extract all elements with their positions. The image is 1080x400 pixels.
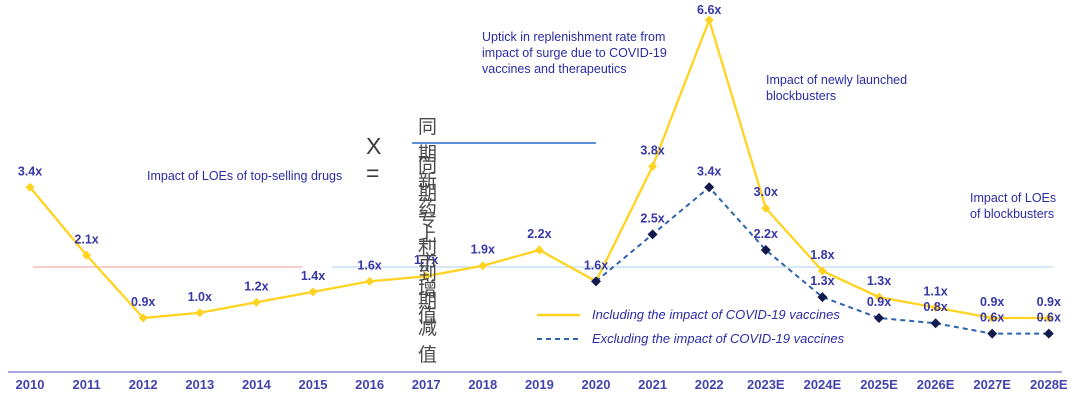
data-point-label: 3.4x (18, 164, 42, 178)
data-point-marker (82, 250, 92, 260)
data-point-marker (760, 245, 771, 256)
data-point-label: 1.0x (188, 290, 212, 304)
x-axis-tick-label: 2019 (525, 377, 554, 392)
data-point-marker (761, 203, 771, 213)
data-point-marker (365, 276, 375, 286)
data-point-marker (987, 313, 997, 323)
legend-label-including: Including the impact of COVID-19 vaccine… (592, 307, 840, 322)
x-axis-tick-label: 2024E (804, 377, 842, 392)
data-point-label: 2.1x (74, 232, 98, 246)
data-point-marker (987, 328, 998, 339)
formula-lhs: X = (366, 133, 382, 186)
data-point-label: 1.1x (923, 285, 947, 299)
data-point-label: 0.6x (980, 311, 1004, 325)
data-point-marker (817, 292, 828, 303)
data-point-marker (931, 303, 941, 313)
data-point-label: 0.9x (867, 295, 891, 309)
data-point-label: 0.9x (1037, 295, 1061, 309)
x-axis-tick-label: 2014 (242, 377, 272, 392)
x-axis-tick-label: 2013 (185, 377, 214, 392)
data-point-label: 0.9x (131, 295, 155, 309)
data-point-marker (647, 229, 658, 240)
formula-denominator: 同期专利到期减值 (418, 156, 439, 366)
data-point-marker (25, 182, 35, 192)
data-point-marker (704, 182, 715, 193)
data-point-label: 1.8x (810, 248, 834, 262)
data-point-marker (817, 266, 827, 276)
data-point-marker (251, 297, 261, 307)
x-axis-tick-label: 2018 (468, 377, 497, 392)
data-point-label: 1.7x (414, 253, 438, 267)
data-point-marker (1043, 328, 1054, 339)
data-point-marker (704, 15, 714, 25)
data-point-label: 0.9x (980, 295, 1004, 309)
x-axis-tick-label: 2011 (72, 377, 100, 392)
data-point-label: 3.4x (697, 164, 721, 178)
data-point-marker (930, 318, 941, 329)
data-point-label: 1.6x (357, 258, 381, 272)
x-axis-tick-label: 2023E (747, 377, 785, 392)
data-point-marker (874, 292, 884, 302)
x-axis-tick-label: 2025E (860, 377, 898, 392)
data-point-marker (534, 245, 544, 255)
x-axis-tick-label: 2026E (917, 377, 955, 392)
x-axis-tick-label: 2010 (16, 377, 45, 392)
data-point-label: 2.5x (640, 211, 664, 225)
data-point-label: 1.3x (810, 274, 834, 288)
x-axis-tick-label: 2028E (1030, 377, 1068, 392)
series-line-excluding (595, 185, 1049, 335)
x-axis-tick-label: 2022 (695, 377, 724, 392)
data-point-marker (195, 308, 205, 318)
data-point-label: 1.4x (301, 269, 325, 283)
data-point-label: 0.6x (1037, 311, 1061, 325)
formula-fraction-line (412, 142, 596, 144)
data-point-label: 0.8x (923, 300, 947, 314)
annotation-newly-launched-blockbusters: Impact of newly launched blockbusters (766, 73, 908, 103)
data-point-label: 3.0x (754, 185, 778, 199)
x-axis-tick-label: 2017 (412, 377, 441, 392)
x-axis-tick-label: 2020 (582, 377, 611, 392)
x-axis-tick-label: 2027E (973, 377, 1011, 392)
x-axis-tick-label: 2021 (638, 377, 667, 392)
x-axis-tick-label: 2012 (129, 377, 158, 392)
x-axis-tick-label: 2016 (355, 377, 384, 392)
data-point-label: 2.2x (754, 227, 778, 241)
data-point-marker (478, 261, 488, 271)
data-point-marker (421, 271, 431, 281)
data-point-label: 2.2x (527, 227, 551, 241)
data-point-label: 6.6x (697, 3, 721, 17)
data-point-marker (874, 312, 884, 323)
data-point-marker (1044, 313, 1054, 323)
data-point-label: 3.8x (640, 143, 664, 157)
annotation-uptick-replenishment: Uptick in replenishment rate from impact… (482, 30, 667, 76)
annotation-loe-top-selling-drugs: Impact of LOEs of top-selling drugs (147, 169, 343, 183)
data-point-marker (648, 161, 658, 171)
data-point-marker (591, 276, 601, 287)
x-axis-tick-label: 2015 (299, 377, 328, 392)
legend-label-excluding: Excluding the impact of COVID-19 vaccine… (592, 331, 845, 346)
data-point-label: 1.6x (584, 258, 608, 272)
formula-numerator: 同期新药上市增值 (418, 117, 439, 327)
data-point-marker (138, 313, 148, 323)
data-point-marker (308, 287, 318, 297)
annotation-loe-blockbusters: Impact of LOEs of blockbusters (970, 191, 1057, 221)
data-point-label: 1.3x (867, 274, 891, 288)
data-point-label: 1.9x (471, 243, 495, 257)
data-point-label: 1.2x (244, 279, 268, 293)
